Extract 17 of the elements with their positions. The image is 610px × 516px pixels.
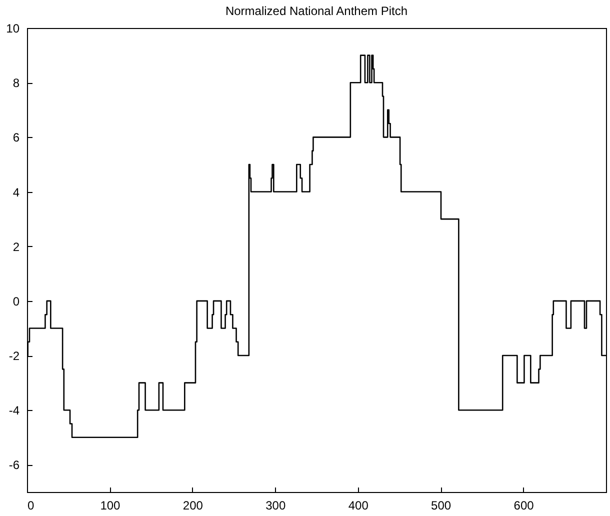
chart-title: Normalized National Anthem Pitch bbox=[225, 4, 408, 18]
y-tick-label: 4 bbox=[12, 185, 20, 200]
x-tick-label: 100 bbox=[100, 498, 121, 512]
y-tick-label: 2 bbox=[12, 240, 20, 254]
y-tick-label: -6 bbox=[8, 458, 20, 472]
y-tick-label: 6 bbox=[12, 130, 20, 145]
x-tick-label: 200 bbox=[182, 498, 204, 512]
x-tick-label: 600 bbox=[514, 498, 534, 512]
x-tick-label: 300 bbox=[266, 498, 286, 512]
y-tick-label: 0 bbox=[12, 294, 20, 308]
x-tick-label: 0 bbox=[28, 498, 34, 512]
y-tick-label: 10 bbox=[6, 22, 20, 36]
x-tick-label: 500 bbox=[431, 498, 452, 512]
y-tick-label: -4 bbox=[8, 404, 20, 418]
y-tick-label: 8 bbox=[12, 76, 20, 90]
y-tick-label: -2 bbox=[8, 349, 20, 364]
x-tick-label: 400 bbox=[348, 498, 369, 512]
